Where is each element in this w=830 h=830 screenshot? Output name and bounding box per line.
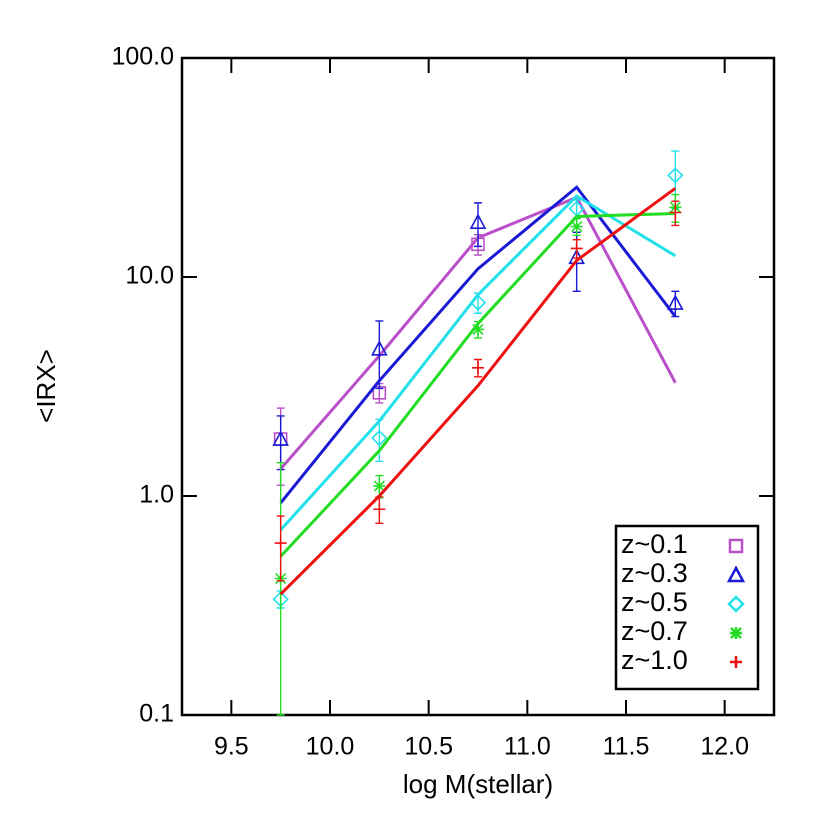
y-tick-label: 1.0 [139, 481, 174, 509]
legend-label: z~0.3 [621, 558, 688, 588]
data-point [570, 242, 583, 255]
legend-label: z~0.1 [621, 529, 688, 559]
legend-label: z~0.7 [621, 616, 688, 646]
error-bar [474, 202, 482, 248]
legend-marker [730, 656, 742, 668]
y-axis-label: <IRX> [31, 349, 61, 423]
model-line [279, 187, 677, 596]
legend-label: z~0.5 [621, 587, 688, 617]
plot-frame [180, 56, 776, 717]
data-point [667, 167, 684, 184]
data-point [471, 237, 485, 252]
data-point [472, 323, 484, 336]
y-tick-label: 10.0 [125, 262, 174, 290]
data-point [469, 294, 487, 311]
x-tick-label: 12.0 [700, 733, 749, 761]
x-tick-label: 10.0 [306, 733, 355, 761]
data-point [469, 213, 487, 229]
x-axis-label: log M(stellar) [403, 769, 553, 799]
data-point [272, 430, 290, 446]
legend-marker [726, 565, 746, 583]
x-tick-label: 11.0 [504, 733, 551, 761]
error-bar [276, 461, 285, 716]
legend-marker [727, 595, 745, 613]
data-point [372, 385, 387, 400]
model-line [279, 185, 677, 504]
error-bar [276, 415, 285, 471]
data-point [373, 503, 386, 516]
data-point [666, 294, 684, 310]
data-point [669, 206, 682, 219]
legend-label: z~1.0 [621, 645, 688, 675]
legend-marker [730, 627, 742, 639]
x-tick-label: 9.5 [214, 733, 249, 761]
data-point [274, 537, 287, 550]
y-tick-label: 0.1 [139, 700, 174, 728]
legend-marker [728, 538, 744, 554]
error-bar [375, 418, 384, 463]
data-point [373, 480, 386, 493]
x-tick-label: 10.5 [404, 733, 453, 761]
y-tick-label: 100.0 [111, 43, 174, 71]
data-point [570, 220, 583, 233]
data-point [370, 340, 388, 356]
x-tick-label: 11.5 [603, 733, 650, 761]
data-point [472, 361, 484, 374]
data-point [371, 429, 388, 447]
